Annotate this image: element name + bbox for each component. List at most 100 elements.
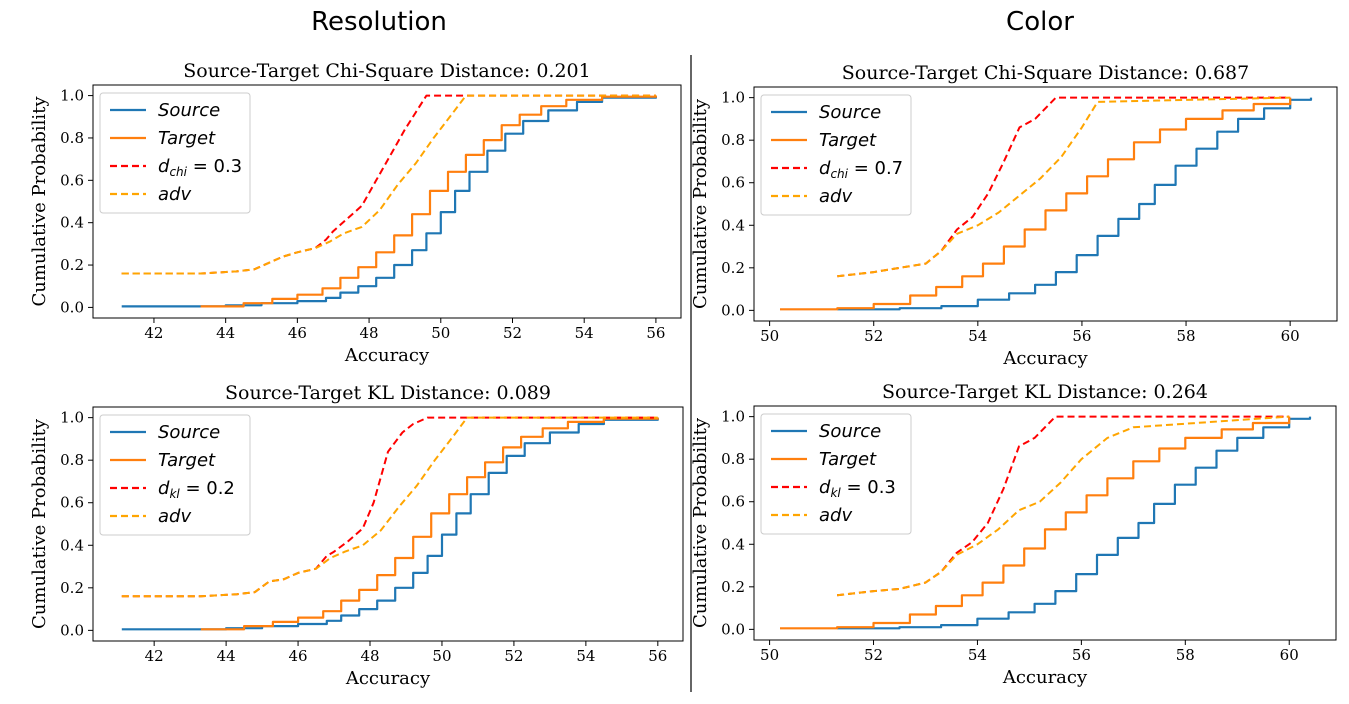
x-tick-label: 52 <box>864 327 883 345</box>
x-tick-label: 52 <box>503 324 522 342</box>
y-tick-label: 0.2 <box>60 256 84 274</box>
x-tick-label: 60 <box>1281 327 1300 345</box>
legend-label: Source <box>819 421 881 442</box>
x-tick-label: 54 <box>576 647 595 665</box>
x-tick-label: 48 <box>360 324 379 342</box>
x-tick-label: 56 <box>1072 646 1091 664</box>
y-tick-label: 0.4 <box>721 216 745 234</box>
series-line-2 <box>121 416 658 598</box>
chart-panel-0: Source-Target Chi-Square Distance: 0.201… <box>29 60 682 366</box>
series-line-3 <box>121 416 658 598</box>
x-axis-label: Accuracy <box>1002 348 1088 369</box>
y-tick-label: 0.2 <box>721 578 745 596</box>
series-line-3 <box>837 96 1291 278</box>
series-line-1 <box>780 97 1292 311</box>
x-tick-label: 58 <box>1176 327 1195 345</box>
y-axis-label: Cumulative Probability <box>29 418 50 629</box>
x-tick-label: 46 <box>289 647 308 665</box>
series-group <box>121 416 659 631</box>
y-tick-label: 1.0 <box>60 87 84 105</box>
x-tick-label: 54 <box>968 646 987 664</box>
y-tick-label: 0.4 <box>721 535 745 553</box>
x-tick-label: 50 <box>760 327 779 345</box>
x-tick-label: 46 <box>288 324 307 342</box>
series-line-1 <box>780 416 1291 630</box>
chart-title: Source-Target KL Distance: 0.264 <box>882 381 1208 403</box>
series-line-0 <box>837 97 1313 311</box>
chart-panels: Source-Target Chi-Square Distance: 0.201… <box>29 60 1338 689</box>
legend-label: adv <box>158 184 191 205</box>
legend-label: adv <box>819 186 852 207</box>
y-tick-label: 0.6 <box>60 171 84 189</box>
series-line-0 <box>121 95 657 308</box>
legend-box <box>760 94 912 216</box>
y-tick-label: 0.0 <box>721 620 745 638</box>
x-tick-label: 58 <box>1176 646 1195 664</box>
x-tick-label: 44 <box>217 647 236 665</box>
chart-title: Source-Target Chi-Square Distance: 0.201 <box>183 60 590 82</box>
group-title-resolution: Resolution <box>311 7 447 37</box>
legend-label: adv <box>819 505 852 526</box>
series-group <box>780 415 1312 630</box>
x-tick-label: 60 <box>1280 646 1299 664</box>
x-tick-label: 42 <box>145 647 164 665</box>
y-tick-label: 0.8 <box>60 451 84 469</box>
legend-label: dkl = 0.2 <box>158 478 235 501</box>
y-tick-label: 1.0 <box>60 409 84 427</box>
series-line-0 <box>837 416 1312 630</box>
x-tick-label: 56 <box>648 647 667 665</box>
x-tick-label: 52 <box>504 647 523 665</box>
series-line-1 <box>200 95 657 308</box>
legend-label: dkl = 0.3 <box>819 477 896 500</box>
x-tick-label: 48 <box>360 647 379 665</box>
series-line-2 <box>837 96 1291 278</box>
series-group <box>780 96 1313 311</box>
group-title-color: Color <box>1006 7 1074 37</box>
series-line-0 <box>121 417 659 631</box>
legend-label: Target <box>819 449 877 470</box>
y-tick-label: 0.2 <box>60 579 84 597</box>
y-tick-label: 0.6 <box>721 493 745 511</box>
x-tick-label: 56 <box>1072 327 1091 345</box>
plot-frame <box>753 86 1338 322</box>
series-line-3 <box>836 415 1290 597</box>
y-tick-label: 0.0 <box>60 298 84 316</box>
plot-frame <box>92 406 684 642</box>
legend-box <box>99 414 251 536</box>
chart-title: Source-Target KL Distance: 0.089 <box>225 382 551 404</box>
legend-label: dchi = 0.3 <box>158 156 242 179</box>
plot-frame <box>92 84 682 319</box>
x-tick-label: 54 <box>575 324 594 342</box>
legend-label: Source <box>158 100 220 121</box>
y-axis-label: Cumulative Probability <box>690 417 711 628</box>
y-tick-label: 0.4 <box>60 536 84 554</box>
y-tick-label: 0.8 <box>721 450 745 468</box>
legend: Source Target dchi = 0.7 adv <box>760 94 912 216</box>
legend-label: adv <box>158 506 191 527</box>
x-tick-label: 44 <box>216 324 235 342</box>
legend-label: dchi = 0.7 <box>819 158 903 181</box>
legend-box <box>99 92 251 214</box>
series-line-3 <box>121 94 656 275</box>
y-tick-label: 0.6 <box>721 174 745 192</box>
legend: Source Target dkl = 0.3 adv <box>760 413 912 535</box>
y-tick-label: 0.6 <box>60 494 84 512</box>
legend: Source Target dkl = 0.2 adv <box>99 414 251 536</box>
series-line-2 <box>836 415 1290 597</box>
y-axis-label: Cumulative Probability <box>690 98 711 309</box>
plot-frame <box>753 405 1337 641</box>
y-axis-label: Cumulative Probability <box>29 96 50 307</box>
legend: Source Target dchi = 0.3 adv <box>99 92 251 214</box>
y-tick-label: 0.8 <box>60 129 84 147</box>
x-tick-label: 50 <box>431 324 450 342</box>
x-axis-label: Accuracy <box>345 668 431 689</box>
chart-panel-1: Source-Target Chi-Square Distance: 0.687… <box>690 62 1338 369</box>
y-tick-label: 0.0 <box>60 621 84 639</box>
y-tick-label: 1.0 <box>721 408 745 426</box>
chart-panel-2: Source-Target KL Distance: 0.089 42 44 46 48… <box>29 382 684 689</box>
x-tick-label: 50 <box>760 646 779 664</box>
y-tick-label: 0.0 <box>721 301 745 319</box>
chart-title: Source-Target Chi-Square Distance: 0.687 <box>842 62 1249 84</box>
legend-label: Source <box>819 102 881 123</box>
